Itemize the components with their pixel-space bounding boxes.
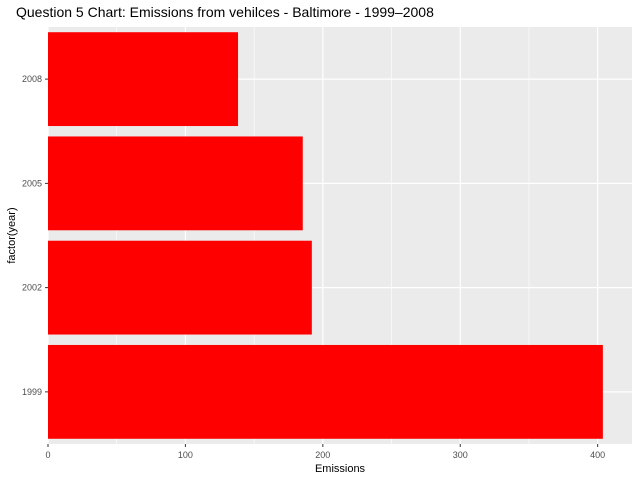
bar-2008 — [48, 32, 239, 127]
x-tick-label: 200 — [315, 450, 330, 460]
y-axis-title: factor(year) — [6, 207, 18, 263]
x-tick-label: 300 — [453, 450, 468, 460]
y-tick-label: 2008 — [22, 74, 42, 84]
x-tick-label: 0 — [45, 450, 50, 460]
bars — [48, 32, 603, 439]
y-tick-label: 1999 — [22, 387, 42, 397]
bar-2005 — [48, 136, 303, 231]
x-axis: 0 100 200 300 400 — [45, 444, 605, 460]
bar-1999 — [48, 344, 603, 439]
bar-2002 — [48, 240, 312, 335]
chart-title: Question 5 Chart: Emissions from vehilce… — [16, 4, 434, 20]
x-tick-label: 400 — [590, 450, 605, 460]
y-axis: 1999 2002 2005 2008 — [22, 74, 48, 397]
y-tick-label: 2005 — [22, 178, 42, 188]
x-axis-title: Emissions — [315, 463, 366, 475]
y-tick-label: 2002 — [22, 283, 42, 293]
x-tick-label: 100 — [178, 450, 193, 460]
